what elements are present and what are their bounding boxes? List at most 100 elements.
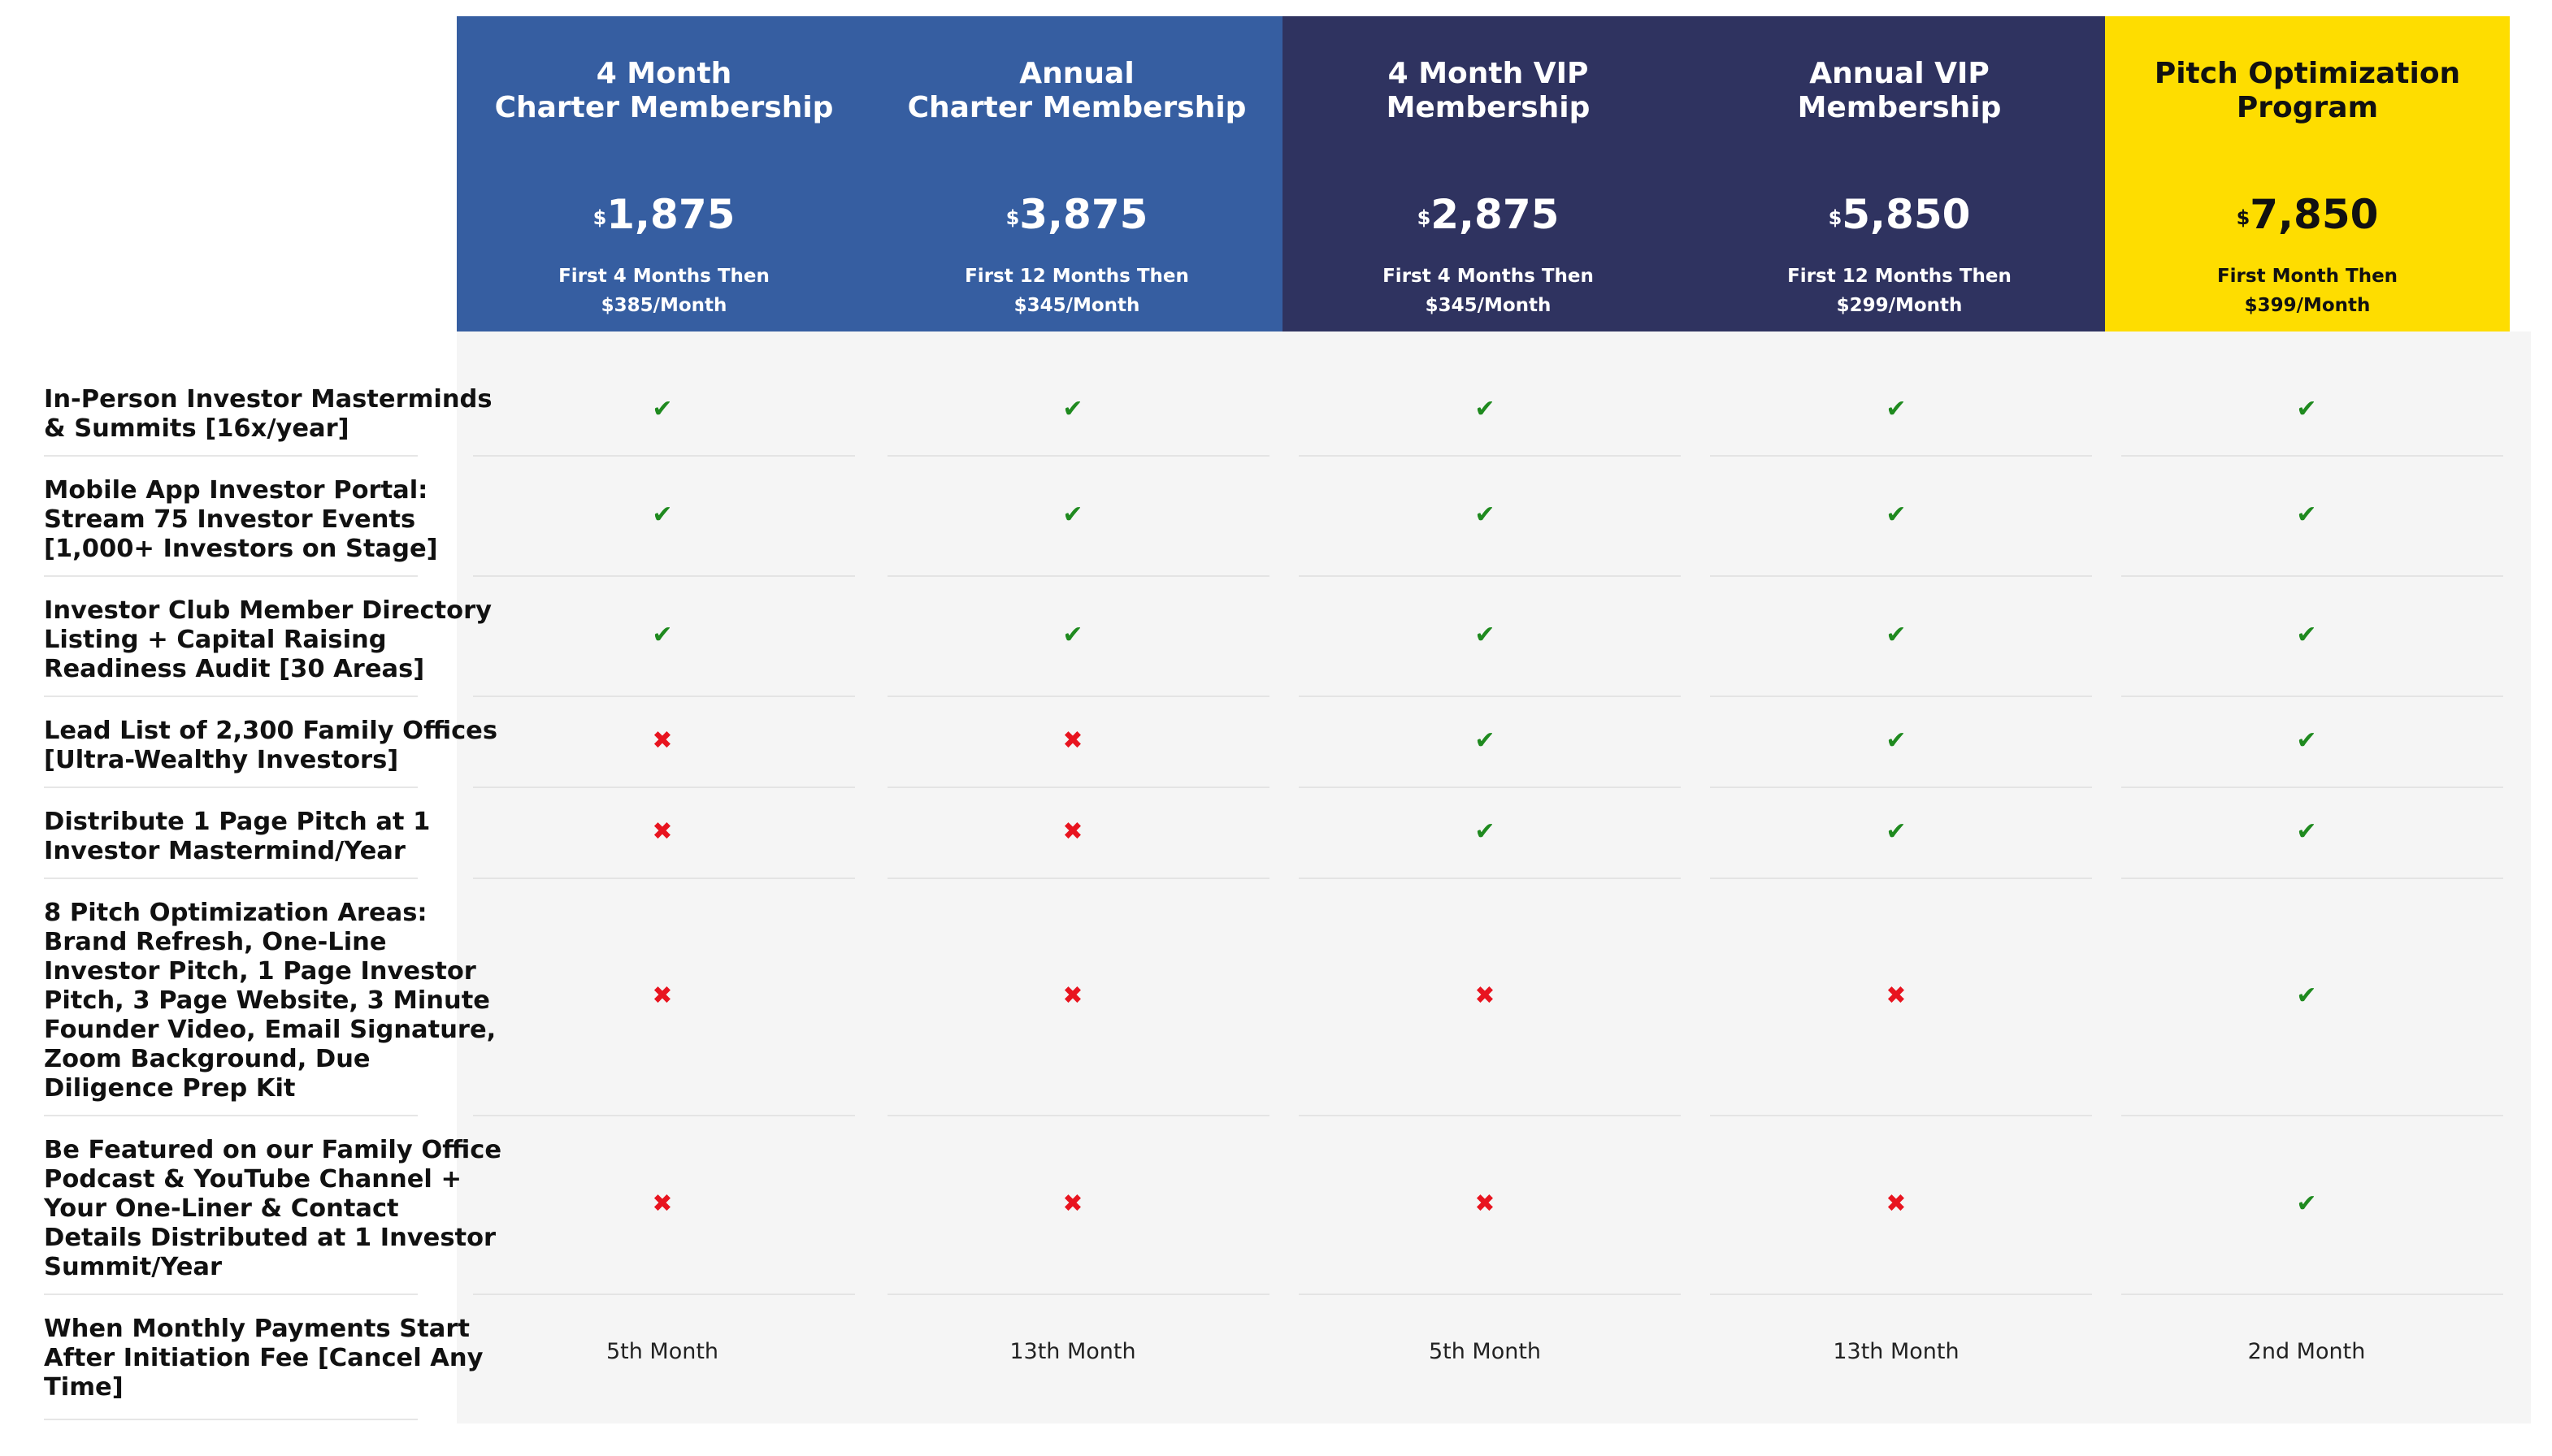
plan-note: First Month Then $399/Month	[2105, 262, 2510, 320]
cell-divider	[1710, 455, 2092, 457]
cross-icon: ✖	[652, 817, 673, 846]
currency-symbol: $	[592, 206, 607, 229]
feature-label-line: Pitch, 3 Page Website, 3 Minute	[44, 986, 490, 1015]
price-amount: 1,875	[606, 191, 736, 238]
currency-symbol: $	[1005, 206, 1020, 229]
row-divider	[44, 786, 418, 788]
check-icon: ✔	[2296, 982, 2317, 1010]
cross-icon: ✖	[1886, 982, 1907, 1010]
check-icon: ✔	[652, 621, 673, 649]
plan-note-line: $385/Month	[601, 295, 727, 316]
feature-label: In-Person Investor Masterminds & Summits …	[44, 385, 493, 444]
plan-name-line: 4 Month	[596, 57, 732, 90]
cell-divider	[1710, 1294, 2092, 1295]
feature-label: Lead List of 2,300 Family Offices [Ultra-…	[44, 717, 497, 775]
plan-name: Pitch Optimization Program	[2105, 57, 2510, 125]
feature-label-line: Investor Pitch, 1 Page Investor	[44, 957, 476, 986]
row-divider	[44, 1419, 418, 1420]
cross-icon: ✖	[1062, 726, 1083, 755]
plan-note-line: $345/Month	[1013, 295, 1140, 316]
feature-label-line: Investor Club Member Directory	[44, 596, 493, 625]
plan-note-line: $299/Month	[1836, 295, 1963, 316]
price-amount: 3,875	[1019, 191, 1148, 238]
currency-symbol: $	[1417, 206, 1431, 229]
plan-note-line: First Month Then	[2216, 266, 2398, 287]
cross-icon: ✖	[1474, 982, 1495, 1010]
check-icon: ✔	[1886, 395, 1907, 423]
feature-label-line: Listing + Capital Raising	[44, 626, 387, 654]
cell-divider	[1299, 696, 1681, 697]
feature-label: When Monthly Payments Start After Initiat…	[44, 1315, 484, 1402]
feature-label: Be Featured on our Family Office Podcast …	[44, 1136, 501, 1282]
feature-label-line: Investor Mastermind/Year	[44, 837, 406, 865]
cell-divider	[2121, 575, 2503, 577]
cell-divider	[2121, 786, 2503, 788]
feature-label: Investor Club Member Directory Listing + …	[44, 596, 493, 684]
plan-note: First 12 Months Then $345/Month	[871, 262, 1283, 320]
check-icon: ✔	[1886, 817, 1907, 846]
row-divider	[44, 878, 418, 879]
plan-name-line: Pitch Optimization	[2154, 57, 2461, 90]
cell-divider	[1710, 696, 2092, 697]
check-icon: ✔	[1062, 621, 1083, 649]
check-icon: ✔	[2296, 500, 2317, 529]
check-icon: ✔	[1062, 500, 1083, 529]
plan-note: First 12 Months Then $299/Month	[1694, 262, 2105, 320]
cell-divider	[888, 786, 1269, 788]
cell-divider	[1299, 1294, 1681, 1295]
check-icon: ✔	[1474, 817, 1495, 846]
cross-icon: ✖	[1474, 1190, 1495, 1218]
check-icon: ✔	[2296, 1190, 2317, 1218]
cell-divider	[888, 878, 1269, 879]
plan-note: First 4 Months Then $385/Month	[457, 262, 871, 320]
price-amount: 5,850	[1842, 191, 1971, 238]
cell-divider	[473, 1294, 855, 1295]
cell-divider	[1710, 786, 2092, 788]
feature-label-line: [1,000+ Investors on Stage]	[44, 535, 438, 563]
cell-divider	[1299, 455, 1681, 457]
cell-divider	[2121, 455, 2503, 457]
cell-divider	[888, 1115, 1269, 1116]
cross-icon: ✖	[1062, 1190, 1083, 1218]
feature-label-line: Readiness Audit [30 Areas]	[44, 655, 425, 683]
cell-divider	[888, 696, 1269, 697]
feature-label-line: Mobile App Investor Portal:	[44, 476, 428, 505]
check-icon: ✔	[2296, 726, 2317, 755]
feature-label-line: After Initiation Fee [Cancel Any	[44, 1344, 484, 1372]
plan-note-line: First 4 Months Then	[1382, 266, 1594, 287]
cross-icon: ✖	[1062, 982, 1083, 1010]
feature-label-line: Time]	[44, 1373, 124, 1402]
plan-name: Annual Charter Membership	[871, 57, 1283, 125]
cell-divider	[473, 1115, 855, 1116]
cross-icon: ✖	[1886, 1190, 1907, 1218]
feature-label-line: Summit/Year	[44, 1253, 223, 1281]
plan-price: $5,850	[1694, 190, 2105, 239]
plan-header-3: 4 Month VIP Membership $2,875 First 4 Month…	[1283, 16, 1694, 332]
plan-header-1: 4 Month Charter Membership $1,875 First 4 M…	[457, 16, 871, 332]
row-divider	[44, 455, 418, 457]
check-icon: ✔	[2296, 395, 2317, 423]
plan-name-line: Membership	[1386, 91, 1591, 124]
plan-header-4: Annual VIP Membership $5,850 First 12 Month…	[1694, 16, 2105, 332]
row-divider	[44, 1294, 418, 1295]
currency-symbol: $	[2236, 206, 2250, 229]
cell-divider	[2121, 696, 2503, 697]
cell-divider	[2121, 1294, 2503, 1295]
feature-label: Distribute 1 Page Pitch at 1 Investor Mas…	[44, 808, 454, 866]
cell-divider	[473, 455, 855, 457]
plan-header-5: Pitch Optimization Program $7,850 First Mon…	[2105, 16, 2510, 332]
cell-value: 5th Month	[605, 1339, 719, 1364]
plan-note: First 4 Months Then $345/Month	[1283, 262, 1694, 320]
feature-label-line: Podcast & YouTube Channel +	[44, 1165, 462, 1194]
feature-label: Mobile App Investor Portal: Stream 75 Inv…	[44, 476, 454, 564]
plan-name-line: 4 Month VIP	[1387, 57, 1589, 90]
row-divider	[44, 575, 418, 577]
cross-icon: ✖	[652, 726, 673, 755]
cell-divider	[888, 455, 1269, 457]
plan-note-line: First 12 Months Then	[965, 266, 1189, 287]
row-divider	[44, 696, 418, 697]
feature-label-line: Zoom Background, Due	[44, 1045, 371, 1073]
cell-value: 13th Month	[1833, 1339, 1960, 1364]
cell-divider	[888, 1294, 1269, 1295]
cell-value: 2nd Month	[2247, 1339, 2366, 1364]
